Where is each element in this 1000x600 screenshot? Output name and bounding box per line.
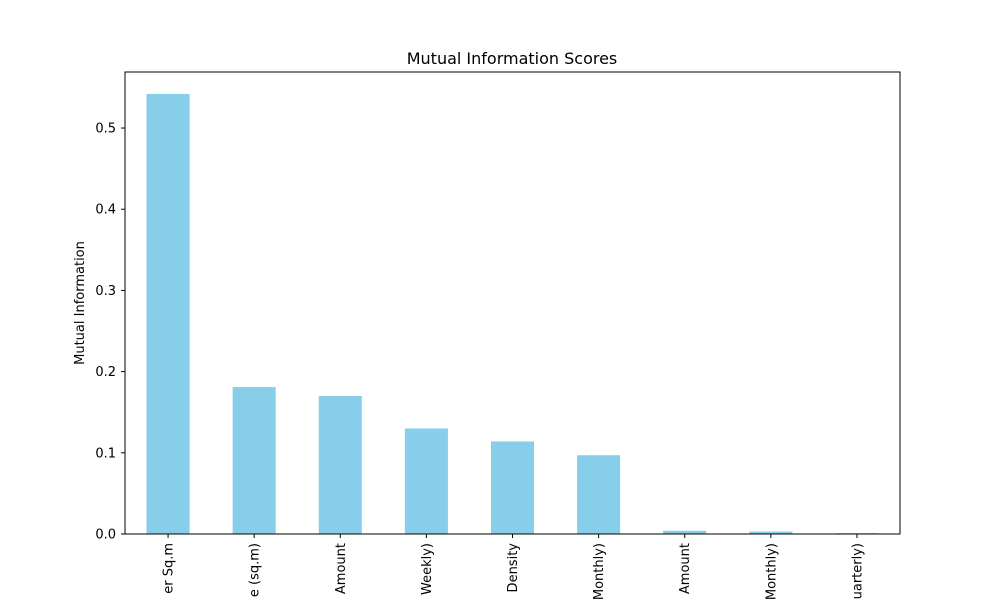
bar <box>577 455 621 534</box>
x-tick-label: er Sq.m <box>162 543 177 594</box>
bar <box>663 530 707 534</box>
x-tick-label: uarterly) <box>850 543 865 599</box>
bar <box>146 93 190 535</box>
y-tick-label: 0.2 <box>95 365 116 380</box>
y-tick-label: 0.5 <box>95 122 116 137</box>
y-tick-label: 0.1 <box>95 446 116 461</box>
x-ticks: er Sq.m e (sq.m) Amount Weekly) Density Month… <box>162 534 865 600</box>
bars-layer <box>146 93 879 535</box>
x-tick-label: Amount <box>334 543 349 594</box>
bar <box>404 428 448 534</box>
y-axis-label: Mutual Information <box>73 241 88 365</box>
plot-frame <box>124 71 901 535</box>
y-tick-label: 0.3 <box>95 284 116 299</box>
x-tick-label: Weekly) <box>420 543 435 595</box>
x-tick-label: Density <box>506 543 521 593</box>
y-ticks: 0.0 0.1 0.2 0.3 0.4 0.5 <box>95 122 125 543</box>
x-tick-label: Monthly) <box>592 543 607 600</box>
bar <box>232 387 276 534</box>
y-tick-label: 0.4 <box>95 203 116 218</box>
chart-title: Mutual Information Scores <box>407 49 618 68</box>
x-tick-label: Monthly) <box>764 543 779 600</box>
x-tick-label: Amount <box>678 543 693 594</box>
bar <box>490 441 535 534</box>
x-tick-label: e (sq.m) <box>248 543 263 597</box>
bar <box>749 531 793 534</box>
y-tick-label: 0.0 <box>95 528 116 543</box>
bar <box>318 395 362 534</box>
